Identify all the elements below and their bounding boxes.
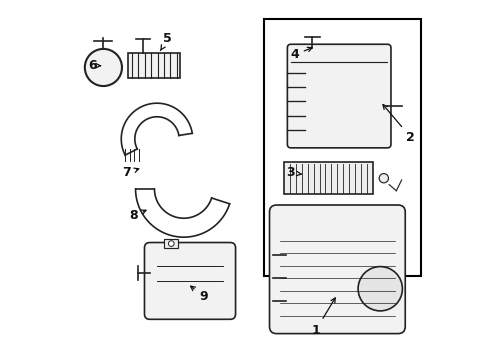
- Text: 9: 9: [190, 286, 207, 303]
- Circle shape: [168, 241, 174, 247]
- Circle shape: [378, 174, 387, 183]
- FancyBboxPatch shape: [287, 44, 390, 148]
- Text: 1: 1: [311, 298, 335, 337]
- Bar: [164, 239, 178, 248]
- Bar: [264, 19, 421, 276]
- Text: 8: 8: [129, 209, 146, 222]
- Text: 5: 5: [160, 32, 172, 50]
- Bar: [128, 53, 180, 78]
- Text: 4: 4: [289, 47, 311, 62]
- Text: 2: 2: [382, 105, 414, 144]
- Text: 3: 3: [286, 166, 301, 179]
- Text: 6: 6: [88, 59, 100, 72]
- Bar: [283, 162, 372, 194]
- FancyBboxPatch shape: [269, 205, 405, 334]
- FancyBboxPatch shape: [144, 243, 235, 319]
- Text: 7: 7: [122, 166, 139, 179]
- Circle shape: [357, 267, 402, 311]
- Circle shape: [84, 49, 122, 86]
